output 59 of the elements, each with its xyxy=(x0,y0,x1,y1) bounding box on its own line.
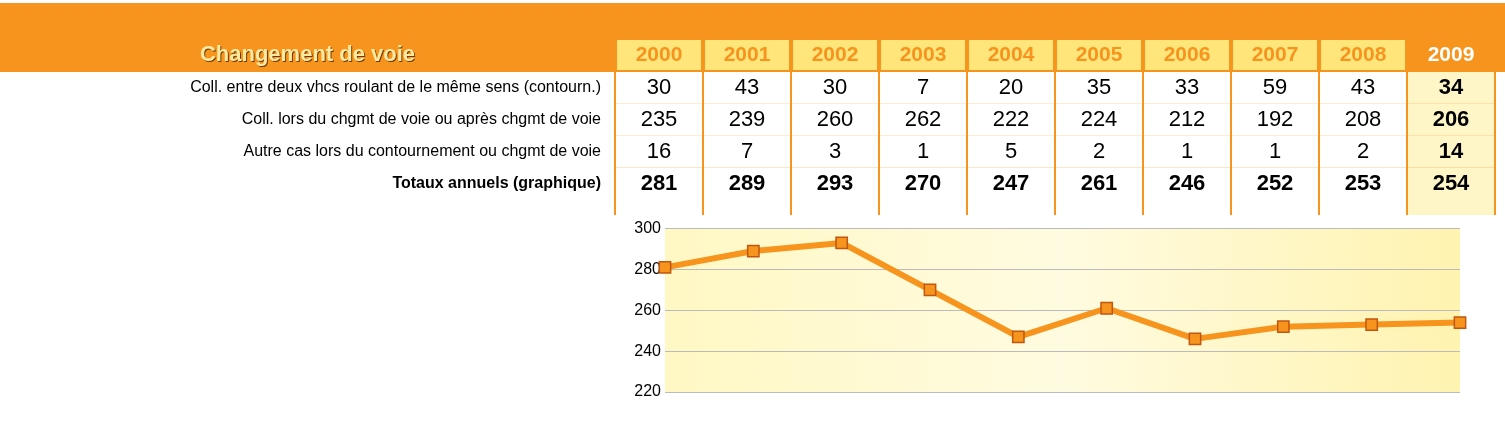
y-tick-label: Autre cas lors du contournement ou chgmt de voie xyxy=(243,142,602,160)
data-label: 254 xyxy=(1432,169,1471,195)
data-label: 3 xyxy=(828,137,842,163)
data-label: 5 xyxy=(1004,137,1018,163)
data-label: 43 xyxy=(734,73,760,99)
data-label: 30 xyxy=(822,73,848,99)
y-tick-label: Coll. lors du chgmt de voie ou après chgmt de voie xyxy=(241,110,602,128)
text: Changement de voie xyxy=(199,41,416,67)
data-label: 2 xyxy=(1092,137,1106,163)
data-label: 261 xyxy=(1080,169,1118,195)
x-tick-label: 2005 xyxy=(1075,42,1123,66)
y-tick-label: 260 xyxy=(634,300,662,318)
data-label: 289 xyxy=(728,169,766,195)
data-label: 252 xyxy=(1256,169,1294,195)
x-tick-label: 2003 xyxy=(899,42,947,66)
data-label: 247 xyxy=(992,169,1030,195)
data-label: 7 xyxy=(740,137,754,163)
data-label: 260 xyxy=(816,105,854,131)
data-label: 59 xyxy=(1262,73,1288,99)
x-tick-label: 2001 xyxy=(723,42,771,66)
data-label: 34 xyxy=(1438,73,1464,99)
data-label: 206 xyxy=(1432,105,1470,131)
x-tick-label: 2000 xyxy=(635,42,683,66)
x-tick-label: 2007 xyxy=(1251,42,1299,66)
data-label: 239 xyxy=(728,105,766,131)
data-label: 246 xyxy=(1168,169,1206,195)
data-label: 33 xyxy=(1174,73,1200,99)
y-tick-label: 300 xyxy=(634,219,662,237)
data-label: 208 xyxy=(1344,105,1382,131)
x-tick-label: 2008 xyxy=(1339,42,1387,66)
data-label: 235 xyxy=(640,105,678,131)
data-label: 2 xyxy=(1356,137,1370,163)
data-label: 35 xyxy=(1086,73,1112,99)
data-label: 293 xyxy=(816,169,854,195)
x-tick-label: 2002 xyxy=(811,42,859,66)
data-label: 1 xyxy=(916,137,930,163)
data-label: 1 xyxy=(1268,137,1282,163)
data-label: 222 xyxy=(992,105,1030,131)
data-label: 281 xyxy=(640,169,678,195)
data-label: 192 xyxy=(1256,105,1294,131)
data-label: 7 xyxy=(916,73,930,99)
data-label: 30 xyxy=(646,73,672,99)
data-label: 253 xyxy=(1344,169,1382,195)
x-tick-label: 2004 xyxy=(987,42,1035,66)
data-label: 1 xyxy=(1180,137,1194,163)
data-label: 16 xyxy=(646,137,672,163)
data-label: 43 xyxy=(1350,73,1376,99)
y-tick-label: Coll. entre deux vhcs roulant de le même sens (contourn.) xyxy=(190,78,601,96)
data-label: 20 xyxy=(998,73,1024,99)
data-label: 224 xyxy=(1080,105,1118,131)
y-tick-label: Totaux annuels (graphique) xyxy=(392,173,601,191)
data-label: 262 xyxy=(904,105,942,131)
x-tick-label: 2009 xyxy=(1427,42,1475,66)
data-label: 14 xyxy=(1438,137,1464,163)
data-label: 270 xyxy=(904,169,942,195)
x-tick-label: 2006 xyxy=(1163,42,1211,66)
y-tick-label: 240 xyxy=(634,341,662,359)
data-label: 212 xyxy=(1168,105,1206,131)
y-tick-label: 220 xyxy=(634,382,662,400)
